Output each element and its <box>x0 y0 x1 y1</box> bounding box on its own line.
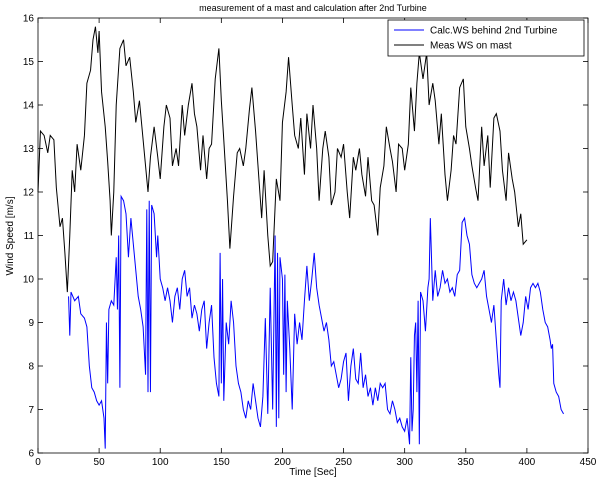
x-tick-label: 450 <box>580 457 597 468</box>
x-tick-label: 150 <box>213 457 230 468</box>
x-tick-label: 50 <box>94 457 106 468</box>
x-tick-label: 250 <box>335 457 352 468</box>
y-tick-label: 6 <box>28 449 34 460</box>
x-tick-label: 400 <box>519 457 536 468</box>
data-line <box>68 194 564 449</box>
x-tick-label: 100 <box>152 457 169 468</box>
y-tick-label: 11 <box>24 231 35 242</box>
legend-label: Calc.WS behind 2nd Turbine <box>430 26 558 37</box>
y-tick-label: 10 <box>23 275 35 286</box>
legend-label: Meas WS on mast <box>430 41 512 52</box>
y-axis-label: Wind Speed [m/s] <box>5 196 16 275</box>
x-tick-label: 0 <box>35 457 41 468</box>
y-tick-label: 12 <box>23 188 35 199</box>
x-tick-label: 350 <box>457 457 474 468</box>
y-tick-label: 14 <box>23 101 35 112</box>
x-axis-label: Time [Sec] <box>289 467 337 478</box>
y-tick-label: 13 <box>23 144 35 155</box>
chart-title: measurement of a mast and calculation af… <box>199 3 427 13</box>
y-tick-label: 9 <box>28 318 34 329</box>
y-tick-label: 15 <box>23 57 35 68</box>
legend-box <box>387 19 585 57</box>
y-tick-label: 16 <box>23 14 35 25</box>
y-tick-label: 7 <box>28 405 34 416</box>
y-tick-label: 8 <box>28 362 34 373</box>
plot-frame <box>37 17 589 454</box>
data-line <box>37 26 528 293</box>
x-tick-label: 200 <box>274 457 291 468</box>
x-tick-label: 300 <box>396 457 413 468</box>
